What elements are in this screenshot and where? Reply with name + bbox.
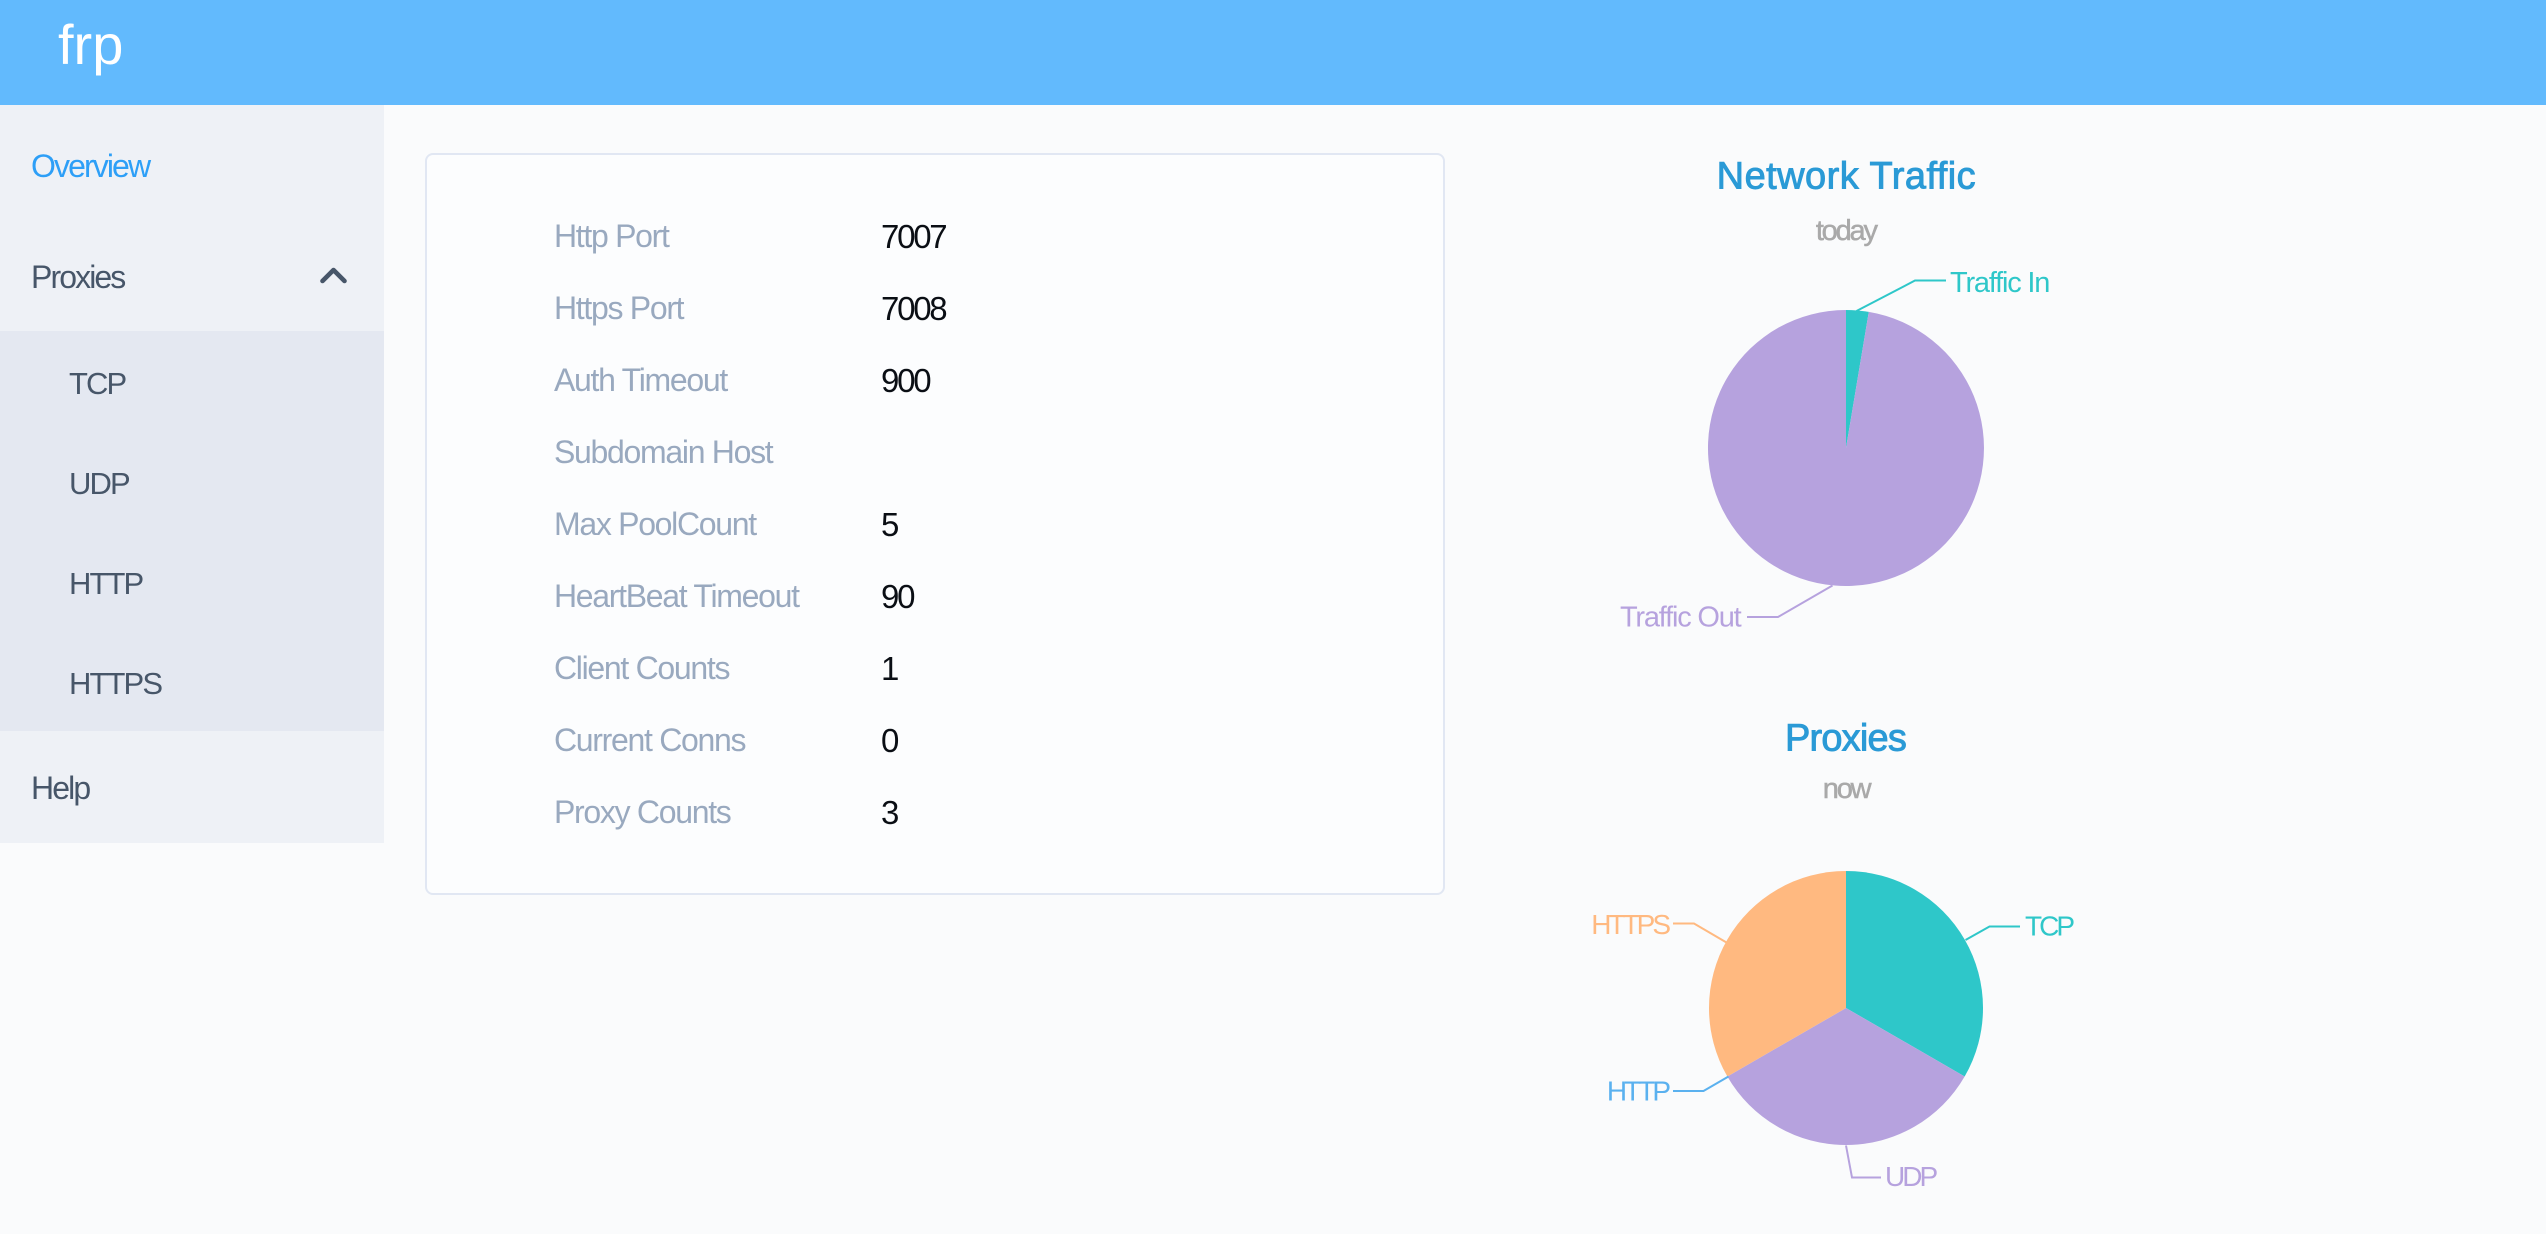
- svg-text:Traffic In: Traffic In: [1950, 267, 2049, 299]
- svg-text:UDP: UDP: [1885, 1161, 1937, 1192]
- svg-text:now: now: [1823, 773, 1873, 805]
- svg-text:today: today: [1816, 215, 1879, 247]
- svg-text:Network Traffic: Network Traffic: [1717, 155, 1976, 197]
- svg-text:HTTP: HTTP: [1607, 1076, 1670, 1107]
- svg-text:TCP: TCP: [2025, 910, 2074, 941]
- svg-text:Proxies: Proxies: [1785, 718, 1906, 760]
- svg-text:Traffic Out: Traffic Out: [1620, 601, 1742, 633]
- svg-text:HTTPS: HTTPS: [1591, 909, 1670, 940]
